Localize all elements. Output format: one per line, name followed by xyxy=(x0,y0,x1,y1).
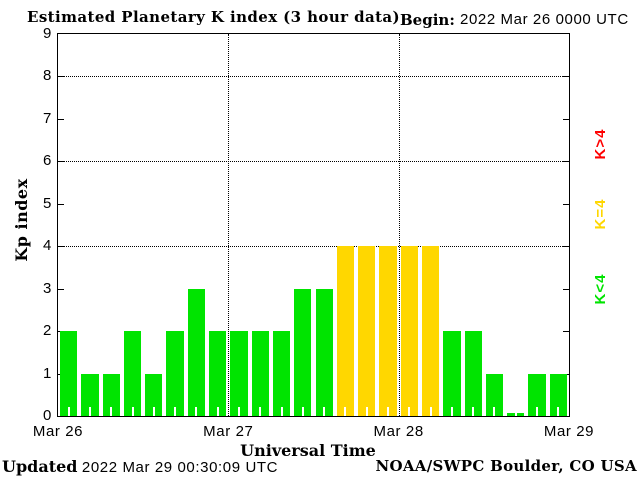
x-minor-tick xyxy=(110,407,113,416)
kp-bar xyxy=(400,246,418,416)
kp-bar xyxy=(336,246,355,416)
x-minor-tick xyxy=(195,407,198,416)
kp-bar xyxy=(464,331,482,416)
kp-bar xyxy=(358,246,376,416)
x-minor-tick xyxy=(88,407,91,416)
kp-bar xyxy=(209,331,227,416)
y-tick-right xyxy=(563,331,569,333)
gridline-day-1 xyxy=(228,34,230,416)
kp-bar xyxy=(123,331,142,416)
x-axis-title: Universal Time xyxy=(240,441,376,460)
kp-bar xyxy=(485,373,504,416)
legend-item-k-above-4: K>4 xyxy=(592,128,609,160)
x-minor-tick xyxy=(344,407,347,416)
kp-bar xyxy=(230,331,248,416)
x-minor-tick xyxy=(429,407,432,416)
y-tick-left xyxy=(58,203,64,205)
y-tick-right xyxy=(563,246,569,248)
x-minor-tick xyxy=(387,407,390,416)
legend-item-k-equal-4: K=4 xyxy=(592,198,609,230)
y-tick-label: 3 xyxy=(43,279,52,297)
kp-bar xyxy=(272,331,291,416)
updated-line: Updated 2022 Mar 29 00:30:09 UTC xyxy=(2,457,278,477)
y-tick-right xyxy=(563,161,569,163)
kp-bar xyxy=(102,373,120,416)
x-minor-tick xyxy=(259,407,262,416)
gridline-y-8 xyxy=(58,76,569,78)
begin-label: Begin: xyxy=(400,11,455,29)
x-minor-tick xyxy=(557,407,560,416)
updated-label: Updated xyxy=(2,457,78,476)
chart-title: Estimated Planetary K index (3 hour data… xyxy=(27,8,401,26)
y-tick-right xyxy=(563,118,569,120)
kp-bar xyxy=(421,246,440,416)
kp-bar xyxy=(166,331,184,416)
kp-bar xyxy=(81,373,99,416)
y-tick-label: 5 xyxy=(43,194,52,212)
x-tick-label: Mar 27 xyxy=(203,423,254,440)
x-minor-tick xyxy=(450,407,453,416)
updated-value: 2022 Mar 29 00:30:09 UTC xyxy=(81,459,279,476)
y-tick-left xyxy=(58,246,64,248)
y-tick-right xyxy=(563,203,569,205)
x-minor-tick xyxy=(408,407,411,416)
y-tick-label: 7 xyxy=(43,109,52,127)
x-minor-tick xyxy=(280,407,283,416)
x-minor-tick xyxy=(237,407,240,416)
y-tick-label: 0 xyxy=(43,407,52,424)
begin-value: 2022 Mar 26 0000 UTC xyxy=(460,11,629,28)
x-minor-tick xyxy=(131,407,134,416)
kp-bar xyxy=(60,331,78,416)
x-tick-label: Mar 26 xyxy=(32,423,84,440)
x-minor-tick xyxy=(514,407,517,416)
y-tick-label: 2 xyxy=(43,322,52,340)
kp-bar xyxy=(315,288,333,416)
y-tick-label: 8 xyxy=(43,67,52,85)
y-tick-right xyxy=(563,288,569,290)
kp-bar xyxy=(145,373,163,416)
gridline-y-4 xyxy=(58,246,569,248)
x-tick-label: Mar 28 xyxy=(373,423,424,440)
x-minor-tick xyxy=(365,407,368,416)
credit-text: NOAA/SWPC Boulder, CO USA xyxy=(375,457,637,475)
y-tick-left xyxy=(58,161,64,163)
y-tick-right xyxy=(563,76,569,78)
plot-area xyxy=(57,33,570,417)
y-tick-label: 1 xyxy=(43,364,52,382)
kp-bar xyxy=(251,331,269,416)
x-minor-tick xyxy=(174,407,177,416)
x-minor-tick xyxy=(323,407,326,416)
kp-bar xyxy=(294,288,312,416)
x-tick-label: Mar 29 xyxy=(543,423,595,440)
kp-bar xyxy=(528,373,546,416)
kp-bar xyxy=(549,373,567,416)
x-minor-tick xyxy=(536,407,539,416)
x-minor-tick xyxy=(493,407,496,416)
x-minor-tick xyxy=(472,407,475,416)
y-tick-label: 6 xyxy=(43,152,52,170)
kp-bar xyxy=(187,288,206,416)
y-tick-left xyxy=(58,76,64,78)
y-tick-left xyxy=(58,118,64,120)
x-minor-tick xyxy=(152,407,155,416)
y-axis-title: Kp index xyxy=(12,178,31,262)
legend-item-k-below-4: K<4 xyxy=(592,273,609,305)
x-minor-tick xyxy=(216,407,219,416)
y-tick-label: 4 xyxy=(43,237,52,255)
plot-inner xyxy=(58,34,569,416)
y-tick-label: 9 xyxy=(43,25,52,42)
gridline-y-6 xyxy=(58,161,569,163)
kp-bar xyxy=(379,246,397,416)
kp-bar xyxy=(443,331,461,416)
x-minor-tick xyxy=(301,407,304,416)
y-tick-left xyxy=(58,288,64,290)
x-minor-tick xyxy=(67,407,70,416)
gridline-day-2 xyxy=(398,34,400,416)
